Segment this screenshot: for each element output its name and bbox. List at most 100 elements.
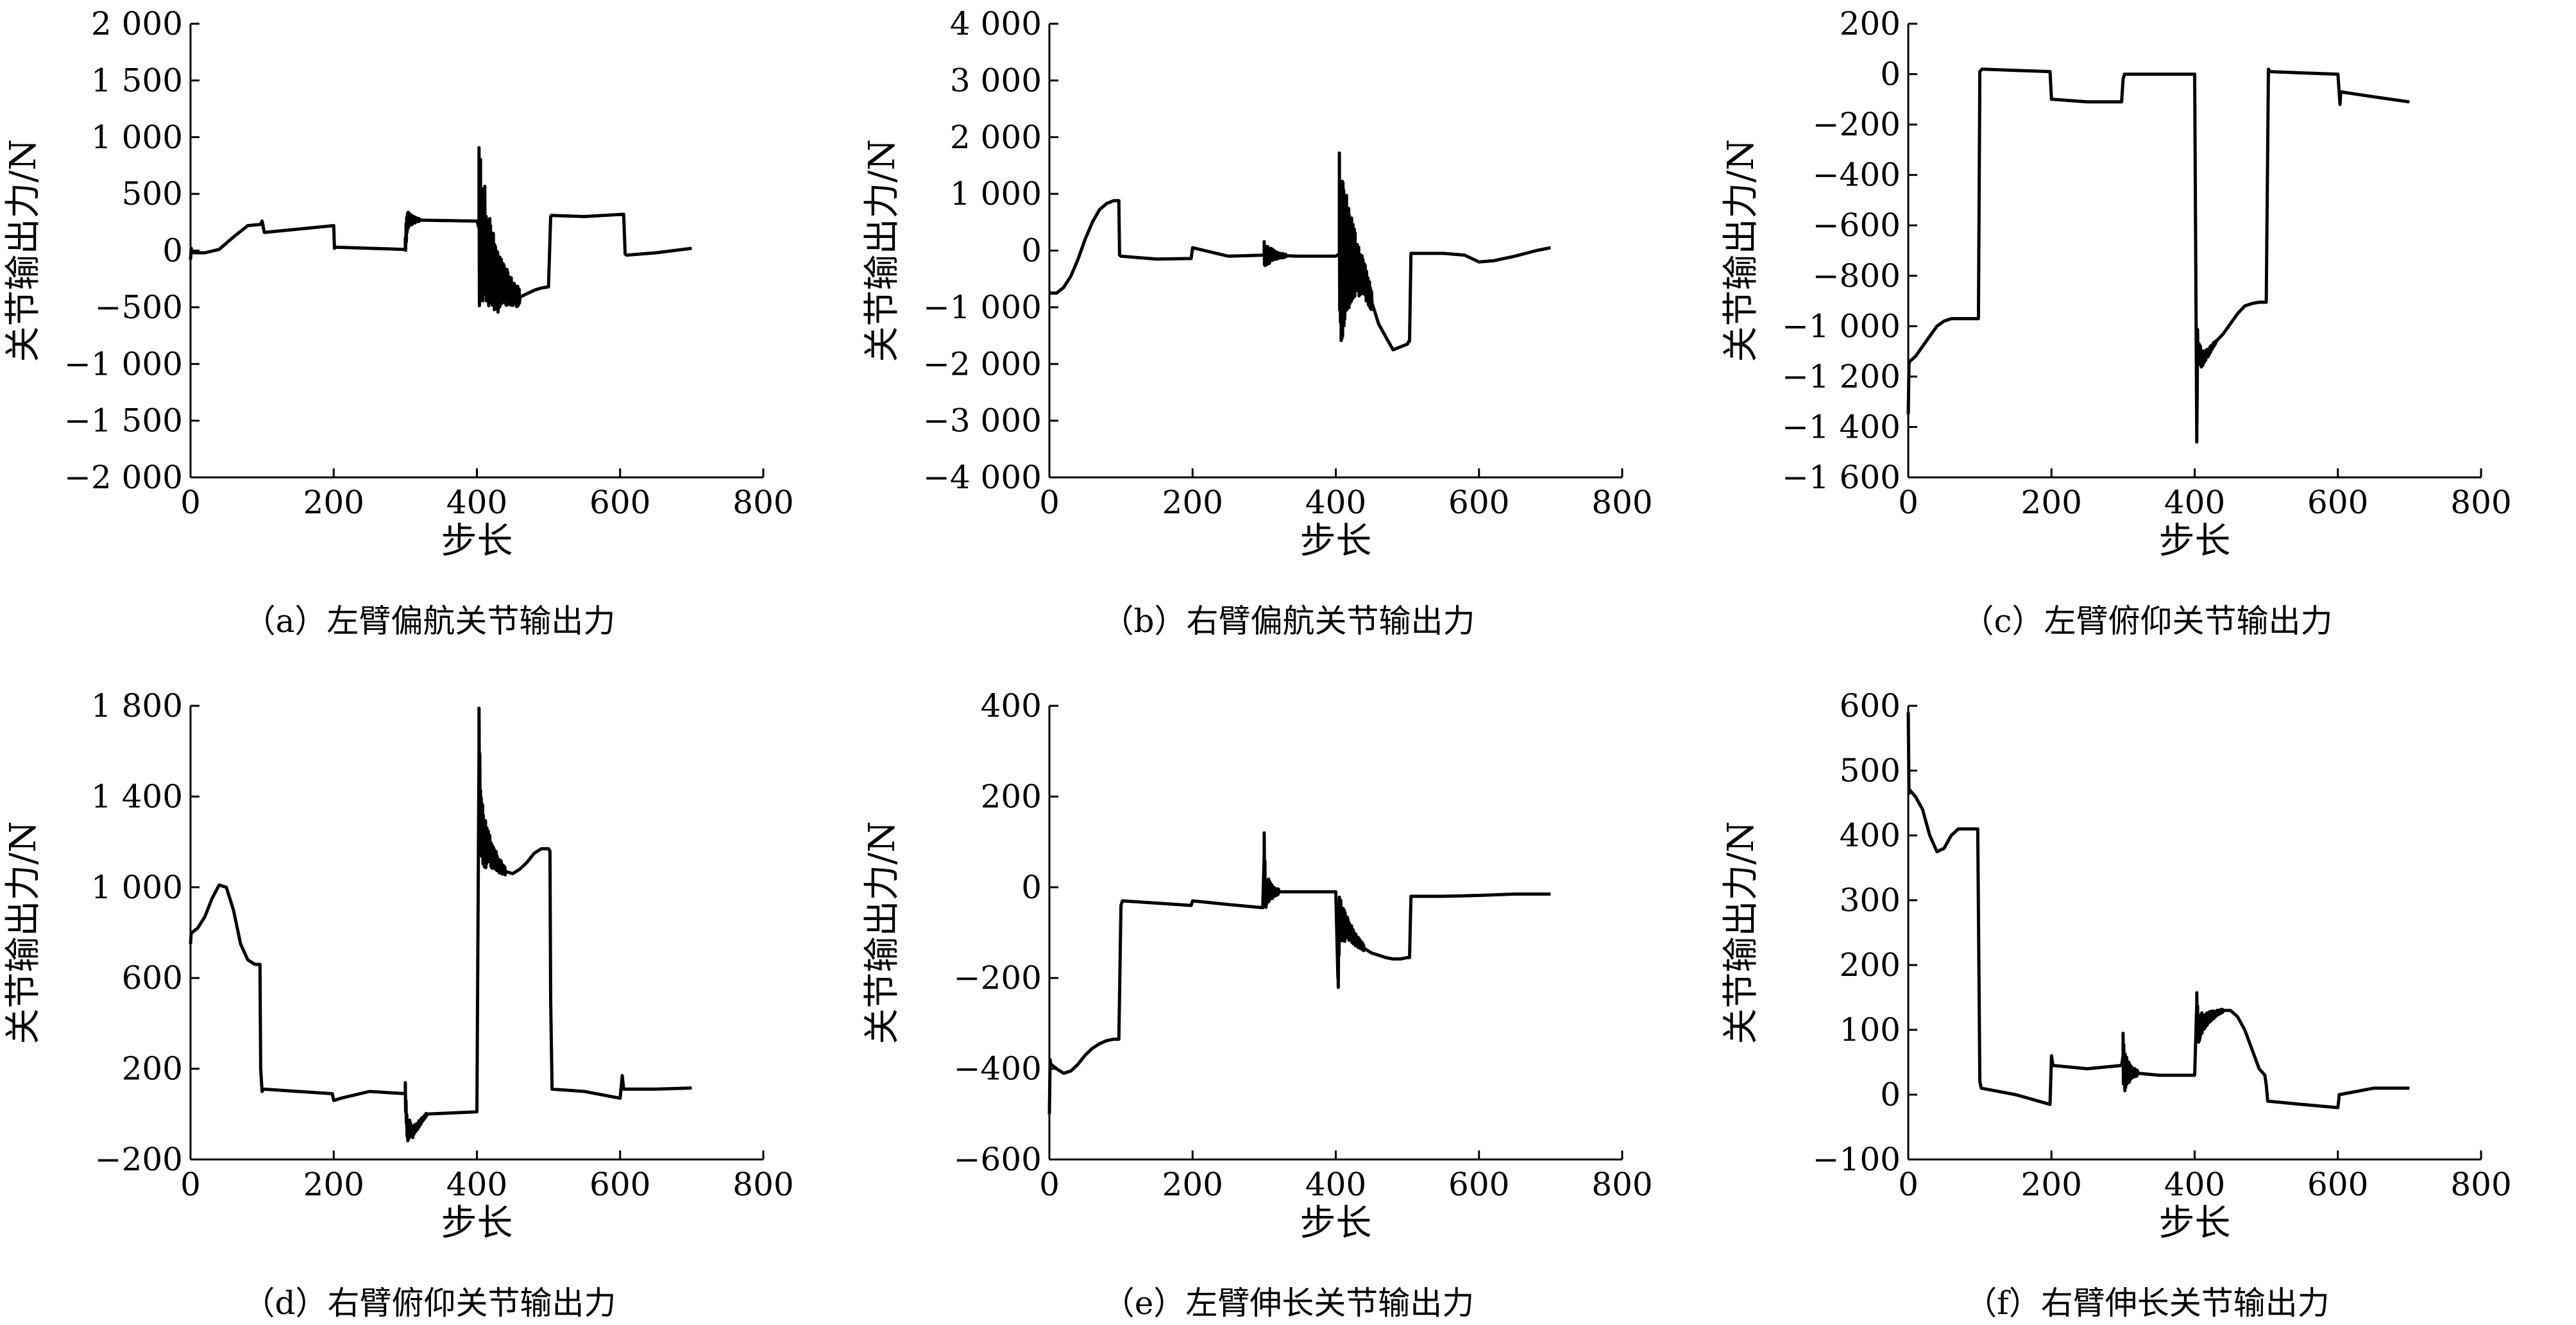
panel-f-y-tick-label: 600: [1840, 687, 1901, 724]
panel-e-x-label: 步长: [1300, 1202, 1372, 1244]
panel-f-series-line: [1906, 712, 2410, 1109]
panel-f-x-tick-label: 200: [2021, 1166, 2082, 1203]
panel-f-y-tick-label: 0: [1880, 1076, 1901, 1113]
panel-b-x-tick-label: 200: [1162, 484, 1223, 521]
panel-f-x-tick-label: 400: [2164, 1166, 2225, 1203]
panel-a-x-label: 步长: [441, 520, 513, 562]
panel-e-y-tick-label: −600: [954, 1141, 1042, 1178]
panel-b-y-tick-label: 2 000: [950, 119, 1042, 156]
panel-d-x-tick-label: 600: [589, 1166, 650, 1203]
panel-d: −200 200 600 1 000 1 400 1 800 0 200 400 600 800 步长…: [3, 687, 794, 1244]
panel-b: −4 000 −3 000 −2 000 −1 000 0 1 000 2 000 3 000…: [861, 5, 1653, 562]
panel-e: −600 −400 −200 0 200 400 0 200 400 600 800 步长 关节输出力/…: [861, 687, 1653, 1244]
panel-b-x-tick-label: 400: [1305, 484, 1366, 521]
caption-e: （e）左臂伸长关节输出力: [1102, 1285, 1475, 1322]
panel-c-x-tick-label: 0: [1898, 484, 1919, 521]
panel-d-x-label: 步长: [441, 1202, 513, 1244]
panel-a-y-tick-label: 500: [122, 175, 183, 212]
panel-e-y-tick-label: −400: [954, 1050, 1042, 1088]
panel-f-y-tick-label: 200: [1840, 946, 1901, 984]
panel-c-y-tick-label: −1 200: [1782, 358, 1901, 395]
panel-f-y-tick-label: 100: [1840, 1011, 1901, 1048]
panel-c-y-tick-label: 200: [1840, 5, 1901, 42]
panel-f-x-tick-label: 600: [2307, 1166, 2368, 1203]
panel-e-y-tick-label: 400: [981, 687, 1042, 724]
panel-f-y-tick-label: 300: [1840, 882, 1901, 919]
panel-d-y-tick-label: 600: [122, 959, 183, 996]
panel-f-y-tick-label: 500: [1840, 752, 1901, 789]
panel-c-x-tick-label: 800: [2450, 484, 2511, 521]
panel-e-y-label: 关节输出力/N: [861, 821, 903, 1045]
panel-c-y-tick-label: −400: [1813, 157, 1901, 194]
panel-c-y-tick-label: −800: [1813, 257, 1901, 295]
panel-c-y-tick-label: −600: [1813, 207, 1901, 244]
panel-c-x-tick-label: 200: [2021, 484, 2082, 521]
panel-f-x-tick-label: 0: [1898, 1166, 1919, 1203]
panel-d-x-tick-label: 800: [733, 1166, 793, 1203]
panel-b-y-tick-label: −2 000: [923, 345, 1042, 382]
panel-b-y-tick-label: −3 000: [923, 402, 1042, 440]
panel-b-y-tick-label: −1 000: [923, 289, 1042, 326]
caption-c: （c）左臂俯仰关节输出力: [1962, 603, 2333, 640]
panel-c-y-label: 关节输出力/N: [1720, 139, 1762, 363]
panel-b-x-tick-label: 0: [1039, 484, 1060, 521]
panel-b-y-tick-label: 4 000: [950, 5, 1042, 42]
panel-e-x-tick-label: 800: [1591, 1166, 1652, 1203]
panel-a-y-tick-label: 1 000: [91, 119, 183, 156]
panel-b-x-tick-label: 800: [1591, 484, 1652, 521]
panel-a-x-tick-label: 0: [180, 484, 201, 521]
panel-a-x-tick-label: 800: [733, 484, 793, 521]
panel-d-x-tick-label: 0: [180, 1166, 201, 1203]
panel-f-x-tick-label: 800: [2450, 1166, 2511, 1203]
panel-a-series-line: [189, 146, 692, 314]
panel-c-x-label: 步长: [2159, 520, 2231, 562]
panel-b-y-label: 关节输出力/N: [861, 139, 903, 363]
panel-f-y-tick-label: −100: [1813, 1141, 1901, 1178]
panel-a-y-tick-label: 1 500: [91, 62, 183, 99]
panel-e-y-tick-label: 0: [1021, 869, 1042, 906]
panel-d-y-tick-label: −200: [95, 1141, 183, 1178]
panel-d-series-line: [189, 706, 692, 1143]
panel-e-x-tick-label: 200: [1162, 1166, 1223, 1203]
panel-b-series-line: [1049, 151, 1551, 352]
panel-c-y-tick-label: −1 400: [1782, 408, 1901, 445]
panel-d-x-tick-label: 200: [303, 1166, 364, 1203]
panel-e-y-tick-label: −200: [954, 959, 1042, 996]
panel-b-y-tick-label: 1 000: [950, 175, 1042, 212]
panel-e-x-tick-label: 0: [1039, 1166, 1060, 1203]
panel-e-y-tick-label: 200: [981, 778, 1042, 815]
panel-a-x-tick-label: 600: [589, 484, 650, 521]
panel-a-y-tick-label: −2 000: [64, 459, 183, 496]
panel-e-x-tick-label: 600: [1448, 1166, 1509, 1203]
panel-b-x-label: 步长: [1300, 520, 1372, 562]
caption-d: （d）右臂俯仰关节输出力: [242, 1285, 616, 1322]
panel-a: −2 000 −1 500 −1 000 −500 0 500 1 000 1 500 2 00…: [3, 5, 794, 562]
panel-a-x-tick-label: 200: [303, 484, 364, 521]
panel-f-y-label: 关节输出力/N: [1720, 821, 1762, 1045]
panel-d-y-tick-label: 1 800: [91, 687, 183, 724]
panel-a-y-tick-label: −1 000: [64, 345, 183, 382]
panel-c-y-tick-label: 0: [1880, 56, 1901, 93]
panel-c-series-line: [1906, 67, 2410, 444]
panel-a-x-tick-label: 400: [446, 484, 507, 521]
panel-d-y-tick-label: 200: [122, 1050, 183, 1088]
panel-e-x-tick-label: 400: [1305, 1166, 1366, 1203]
panel-c-x-tick-label: 400: [2164, 484, 2225, 521]
panel-c-y-tick-label: −1 000: [1782, 307, 1901, 345]
panel-c-y-tick-label: −1 600: [1782, 459, 1901, 496]
panel-b-y-tick-label: −4 000: [923, 459, 1042, 496]
panel-a-y-tick-label: 2 000: [91, 5, 183, 42]
panel-d-x-tick-label: 400: [446, 1166, 507, 1203]
panel-a-y-tick-label: 0: [162, 232, 183, 269]
panel-b-y-tick-label: 0: [1021, 232, 1042, 269]
panel-c-y-tick-label: −200: [1813, 106, 1901, 143]
panel-f-x-label: 步长: [2159, 1202, 2231, 1244]
caption-b: （b）右臂偏航关节输出力: [1101, 603, 1475, 640]
panel-f-y-tick-label: 400: [1840, 817, 1901, 854]
caption-f: （f）右臂伸长关节输出力: [1965, 1285, 2330, 1322]
panel-e-series-line: [1047, 831, 1551, 1115]
panel-a-y-tick-label: −1 500: [64, 402, 183, 440]
